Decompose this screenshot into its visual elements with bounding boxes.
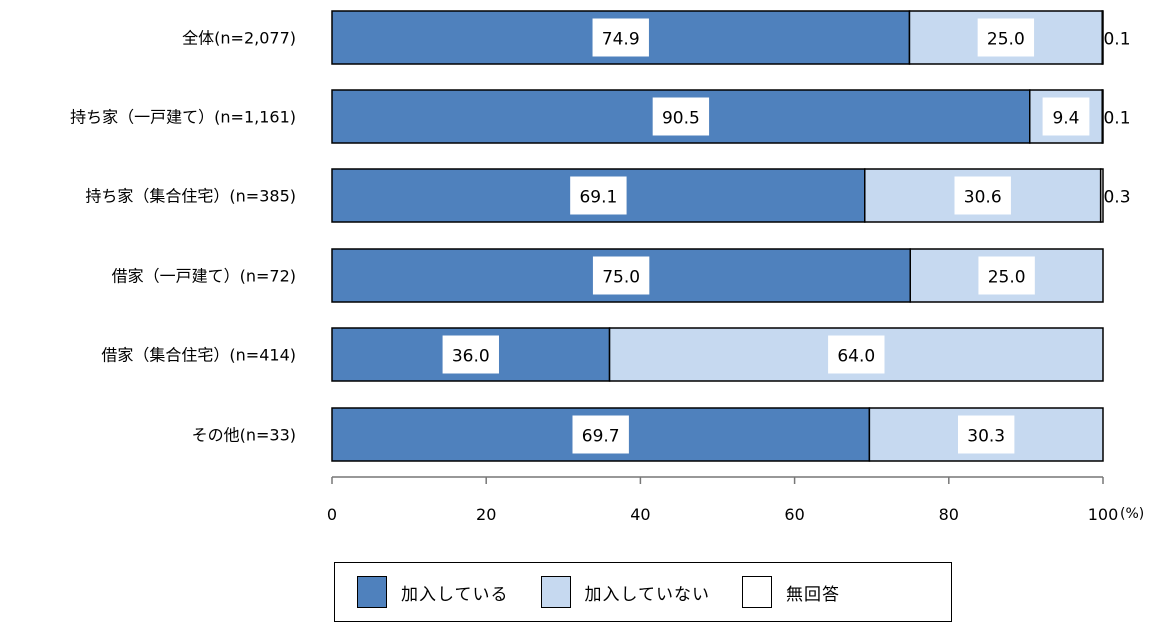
data-label-not-joined-box — [828, 335, 885, 374]
x-tick-label: 80 — [939, 505, 959, 524]
bar-chart: 全体(n=2,077) 74.9 25.0 0.1持ち家（一戸建て）(n=1,161)… — [70, 10, 1144, 524]
x-tick-label: 100 — [1088, 505, 1119, 524]
x-tick-label: 0 — [327, 505, 337, 524]
data-label-not-joined: 25.0 — [988, 268, 1026, 288]
legend-swatch-no-answer — [742, 576, 772, 608]
data-label-not-joined-box — [957, 415, 1015, 454]
x-axis: 0 20 40 60 80 100 (%) — [327, 476, 1144, 524]
chart-legend: 加入している 加入していない 無回答 — [334, 562, 952, 622]
legend-item-no-answer: 無回答 — [742, 576, 840, 608]
x-tick-label: 40 — [630, 505, 650, 524]
data-label-no-answer: 0.1 — [1103, 109, 1130, 129]
legend-label-joined: 加入している — [401, 584, 509, 605]
data-label-joined-box — [652, 97, 710, 136]
category-label: 借家（一戸建て）(n=72) — [112, 267, 296, 286]
bar-segment-no-answer — [1099, 168, 1104, 223]
bar-segment-no-answer — [1101, 10, 1104, 65]
x-axis-unit: (%) — [1120, 506, 1144, 522]
data-label-joined: 69.7 — [582, 427, 620, 447]
bar-segment-no-answer — [1101, 89, 1104, 144]
data-label-joined-box — [572, 415, 629, 454]
x-tick-label: 60 — [784, 505, 804, 524]
data-label-not-joined: 30.6 — [964, 188, 1002, 208]
data-label-not-joined: 30.3 — [967, 427, 1005, 447]
data-label-joined-box — [442, 335, 499, 374]
legend-swatch-not-joined — [540, 576, 571, 608]
category-label: 持ち家（一戸建て）(n=1,161) — [70, 108, 296, 127]
bar-row: 借家（一戸建て）(n=72) 75.0 25.0 — [112, 248, 1104, 303]
data-label-no-answer: 0.1 — [1103, 30, 1130, 50]
category-label: 全体(n=2,077) — [182, 29, 296, 48]
data-label-joined: 74.9 — [602, 30, 640, 50]
bar-row: 借家（集合住宅）(n=414) 36.0 64.0 — [101, 327, 1104, 382]
data-label-not-joined-box — [954, 176, 1011, 215]
legend-item-not-joined: 加入していない — [540, 576, 711, 608]
bar-row: 持ち家（一戸建て）(n=1,161) 90.5 9.4 0.1 — [70, 89, 1131, 144]
category-label: 持ち家（集合住宅）(n=385) — [85, 187, 296, 206]
data-label-joined-box — [570, 176, 627, 215]
data-label-joined: 75.0 — [602, 268, 640, 288]
data-label-joined: 36.0 — [452, 347, 490, 367]
data-label-joined-box — [592, 18, 649, 57]
category-label: 借家（集合住宅）(n=414) — [101, 346, 296, 365]
bar-row: その他(n=33) 69.7 30.3 — [192, 407, 1104, 462]
chart-rows: 全体(n=2,077) 74.9 25.0 0.1持ち家（一戸建て）(n=1,161)… — [70, 10, 1131, 462]
data-label-joined: 90.5 — [662, 109, 700, 129]
legend-item-joined: 加入している — [357, 576, 509, 608]
data-label-not-joined: 9.4 — [1052, 109, 1079, 129]
legend-label-not-joined: 加入していない — [584, 584, 710, 605]
data-label-not-joined-box — [1042, 97, 1090, 136]
legend-swatch-joined — [357, 576, 387, 608]
x-tick-label: 20 — [476, 505, 496, 524]
bar-row: 持ち家（集合住宅）(n=385) 69.1 30.6 0.3 — [85, 168, 1131, 223]
legend-label-no-answer: 無回答 — [786, 584, 840, 605]
data-label-not-joined: 25.0 — [987, 30, 1025, 50]
data-label-not-joined-box — [978, 256, 1035, 295]
data-label-not-joined-box — [977, 18, 1035, 57]
bar-row: 全体(n=2,077) 74.9 25.0 0.1 — [182, 10, 1131, 65]
data-label-not-joined: 64.0 — [837, 347, 875, 367]
category-label: その他(n=33) — [192, 426, 296, 445]
data-label-joined-box — [592, 256, 650, 295]
data-label-no-answer: 0.3 — [1103, 188, 1130, 208]
data-label-joined: 69.1 — [579, 188, 617, 208]
